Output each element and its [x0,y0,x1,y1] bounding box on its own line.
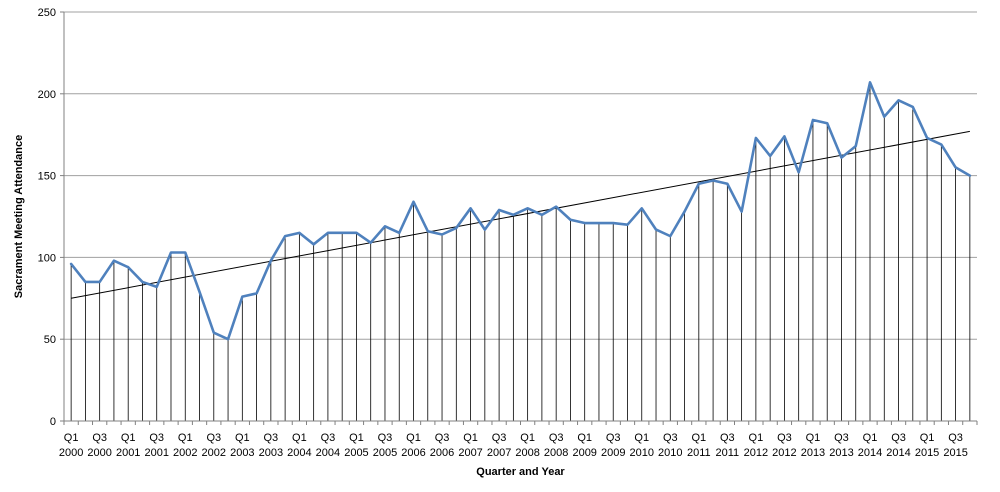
x-tick-year: 2005 [344,447,368,459]
x-tick-quarter: Q3 [206,432,221,444]
x-tick-year: 2014 [886,447,910,459]
x-tick-year: 2011 [716,447,740,459]
x-tick-year: 2003 [259,447,283,459]
x-tick-quarter: Q3 [720,432,735,444]
x-tick-quarter: Q1 [749,432,764,444]
attendance-line [69,81,972,341]
drop-lines [70,82,971,421]
x-tick-year: 2006 [430,447,454,459]
x-tick-year: 2002 [202,447,226,459]
y-tick-label: 150 [38,171,56,183]
x-tick-year: 2015 [943,447,967,459]
x-tick-year: 2006 [401,447,425,459]
x-tick-year: 2009 [601,447,625,459]
x-tick-year: 2008 [544,447,568,459]
y-tick-label: 200 [38,89,56,101]
x-tick-year: 2012 [772,447,796,459]
x-tick-year: 2010 [658,447,682,459]
x-tick-year: 2013 [829,447,853,459]
x-tick-year: 2009 [572,447,596,459]
x-tick-quarter: Q1 [634,432,649,444]
x-tick-quarter: Q3 [264,432,279,444]
x-tick-quarter: Q3 [149,432,164,444]
x-tick-quarter: Q3 [92,432,107,444]
x-tick-quarter: Q1 [349,432,364,444]
x-tick-quarter: Q1 [577,432,592,444]
y-tick-label: 0 [50,416,56,428]
x-tick-quarter: Q3 [834,432,849,444]
x-tick-year: 2005 [373,447,397,459]
x-axis-title: Quarter and Year [476,466,565,478]
x-tick-year: 2000 [87,447,111,459]
x-tick-quarter: Q3 [378,432,393,444]
x-tick-year: 2004 [287,447,311,459]
x-tick-year: 2011 [687,447,711,459]
x-tick-quarter: Q1 [863,432,878,444]
y-tick-label: 250 [38,7,56,19]
trendline-line [71,130,970,299]
y-tick-label: 100 [38,252,56,264]
x-tick-quarter: Q3 [321,432,336,444]
x-tick-year: 2010 [630,447,654,459]
x-tick-quarter: Q1 [806,432,821,444]
x-tick-quarter: Q3 [606,432,621,444]
x-tick-year: 2004 [316,447,340,459]
x-tick-year: 2013 [801,447,825,459]
x-tick-quarter: Q3 [549,432,564,444]
y-tick-label: 50 [44,334,56,346]
x-tick-quarter: Q1 [463,432,478,444]
x-tick-quarter: Q3 [492,432,507,444]
x-tick-quarter: Q1 [406,432,421,444]
x-tick-year: 2002 [173,447,197,459]
x-tick-year: 2007 [487,447,511,459]
x-tick-year: 2001 [116,447,140,459]
y-axis-title: Sacrament Meeting Attendance [13,135,25,298]
x-tick-quarter: Q1 [235,432,250,444]
x-tick-year: 2000 [59,447,83,459]
x-tick-quarter: Q1 [520,432,535,444]
x-tick-year: 2008 [515,447,539,459]
x-tick-year: 2003 [230,447,254,459]
x-tick-year: 2014 [858,447,882,459]
x-tick-year: 2015 [915,447,939,459]
x-tick-quarter: Q3 [663,432,678,444]
x-tick-quarter: Q1 [178,432,193,444]
x-tick-labels: Q1 2000 Q3 2000 Q1 2001 Q3 2001 Q1 2002 Q3 2002 Q1 20… [59,432,968,459]
x-tick-quarter: Q3 [948,432,963,444]
x-tick-quarter: Q1 [691,432,706,444]
trendline [71,130,970,299]
x-tick-year: 2007 [458,447,482,459]
series [69,81,972,341]
x-tick-quarter: Q3 [435,432,450,444]
x-tick-quarter: Q3 [777,432,792,444]
grid-lines [64,11,977,340]
x-tick-quarter: Q3 [891,432,906,444]
x-tick-quarter: Q1 [121,432,136,444]
x-tick-quarter: Q1 [292,432,307,444]
x-tick-year: 2012 [744,447,768,459]
x-tick-quarter: Q1 [920,432,935,444]
y-tick-labels: 0 50 100 150 200 250 [38,7,56,428]
x-tick-quarter: Q1 [64,432,79,444]
axes [60,11,978,425]
x-tick-year: 2001 [144,447,168,459]
